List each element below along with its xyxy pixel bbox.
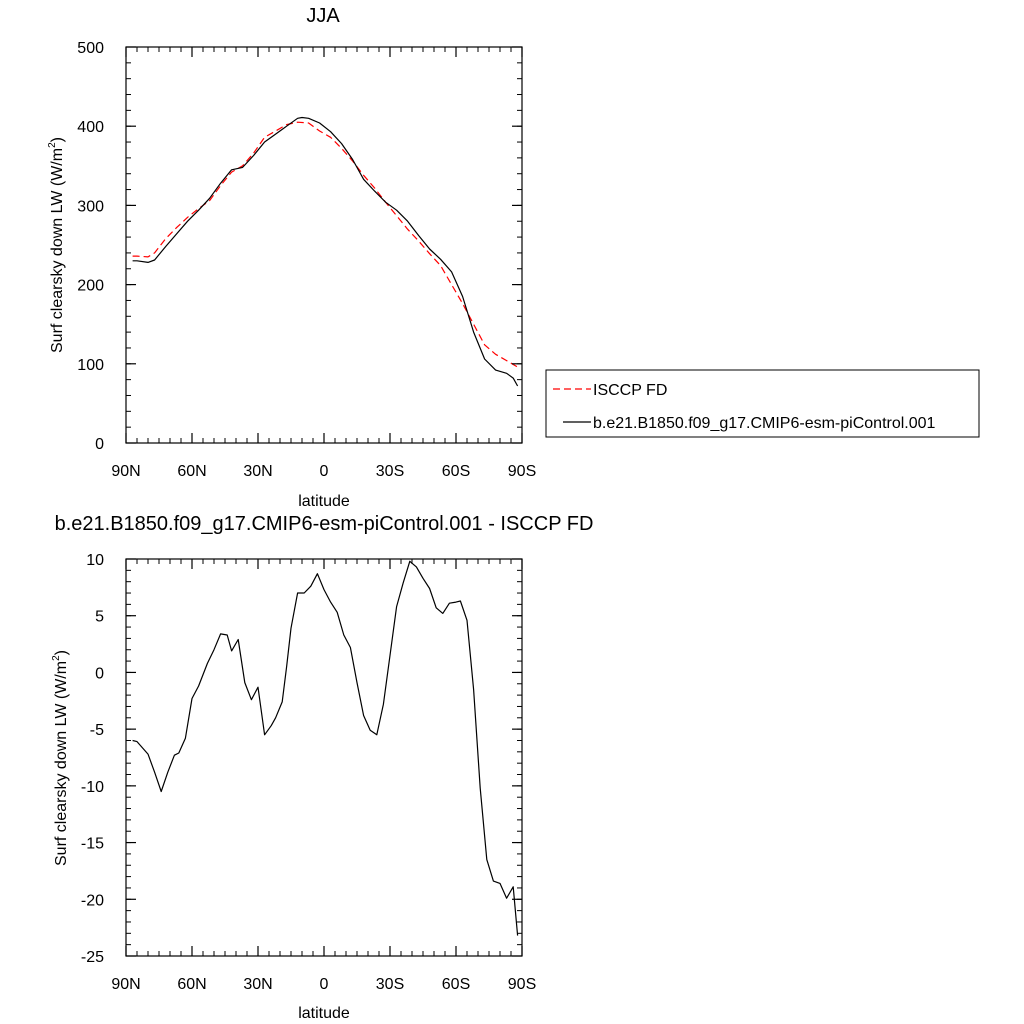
top-plot-frame	[125, 46, 523, 444]
top-y-axis-label-end: )	[49, 137, 66, 142]
top-x-tick-label: 90S	[508, 463, 536, 480]
top-series-line-model	[132, 116, 519, 387]
top-y-axis-label-main: Surf clearsky down LW (W/m	[49, 148, 66, 353]
bottom-x-tick-label: 60S	[442, 976, 470, 993]
top-y-tick-label: 100	[77, 357, 104, 374]
top-series-group	[132, 116, 519, 387]
legend-box	[545, 369, 980, 438]
bottom-y-axis-label-main: Surf clearsky down LW (W/m	[53, 661, 70, 866]
top-y-tick-label: 300	[77, 198, 104, 215]
bottom-y-axis-label: Surf clearsky down LW (W/m2)	[51, 650, 70, 866]
top-y-axis-label-sup: 2	[47, 142, 58, 148]
bottom-x-axis-label: latitude	[298, 1005, 350, 1022]
top-x-tick-label: 30N	[243, 463, 272, 480]
bottom-x-tick-label: 0	[320, 976, 329, 993]
bottom-y-tick-label: -15	[81, 836, 104, 853]
bottom-y-axis-label-end: )	[53, 650, 70, 655]
top-x-tick-label: 30S	[376, 463, 404, 480]
top-y-tick-label: 200	[77, 278, 104, 295]
legend-label-model: b.e21.B1850.f09_g17.CMIP6-esm-piControl.…	[593, 415, 936, 432]
bottom-x-tick-label: 90S	[508, 976, 536, 993]
top-x-tick-label: 90N	[111, 463, 140, 480]
bottom-y-tick-label: -5	[90, 722, 104, 739]
top-y-axis-label: Surf clearsky down LW (W/m2)	[47, 137, 66, 353]
top-axis-ticks: 90N 60N 30N 0 30S 60S 90S 0 100 200 300 400 500	[77, 40, 536, 480]
legend-label-isccp: ISCCP FD	[593, 382, 667, 399]
top-x-tick-label: 60S	[442, 463, 470, 480]
top-x-tick-label: 60N	[177, 463, 206, 480]
bottom-y-tick-label: -10	[81, 779, 104, 796]
bottom-x-tick-label: 60N	[177, 976, 206, 993]
top-series-line-isccp-fd	[132, 121, 518, 368]
top-panel: JJA 90N 60N 30N 0 30S 60S 90S0100200300400500 …	[47, 5, 536, 510]
top-x-tick-label: 0	[320, 463, 329, 480]
legend: ISCCP FD b.e21.B1850.f09_g17.CMIP6-esm-p…	[545, 369, 980, 438]
bottom-y-tick-label: 0	[95, 665, 104, 682]
bottom-y-tick-label: 5	[95, 609, 104, 626]
bottom-plot-frame	[125, 558, 523, 957]
bottom-x-tick-label: 30N	[243, 976, 272, 993]
top-x-axis-label: latitude	[298, 493, 350, 510]
top-chart-title: JJA	[306, 5, 340, 27]
bottom-x-tick-label: 90N	[111, 976, 140, 993]
bottom-y-axis-label-sup: 2	[51, 655, 62, 661]
bottom-x-tick-label: 30S	[376, 976, 404, 993]
bottom-panel: b.e21.B1850.f09_g17.CMIP6-esm-piControl.…	[51, 513, 593, 1022]
bottom-y-tick-label: -25	[81, 949, 104, 966]
bottom-series-group	[132, 560, 519, 936]
bottom-y-tick-label: 10	[86, 552, 104, 569]
top-y-tick-label: 500	[77, 40, 104, 57]
bottom-chart-title: b.e21.B1850.f09_g17.CMIP6-esm-piControl.…	[55, 513, 594, 535]
top-y-tick-label: 400	[77, 119, 104, 136]
bottom-series-line-difference	[132, 560, 519, 936]
bottom-y-tick-label: -20	[81, 892, 104, 909]
bottom-axis-ticks: 90N 60N 30N 0 30S 60S 90S -25 -20 -15 -10 -5 0 5 10	[81, 552, 536, 993]
top-y-tick-label: 0	[95, 436, 104, 453]
